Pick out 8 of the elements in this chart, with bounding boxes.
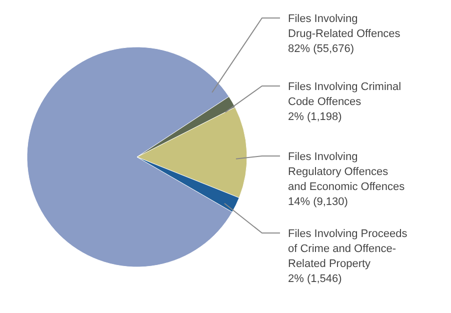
slice-label: Files Involving Drug-Related Offences [288, 13, 401, 40]
slice-label: Files Involving Proceeds of Crime and Offence- Related Property [288, 228, 408, 270]
slice-label: Files Involving Criminal Code Offences [288, 81, 402, 108]
data-label: 2% (1,198) [288, 111, 342, 123]
slice-label: Files Involving Regulatory Offences and Economic Offences [288, 151, 406, 193]
data-label: 2% (1,546) [288, 273, 342, 285]
data-label: 82% (55,676) [288, 43, 354, 55]
data-label: 14% (9,130) [288, 196, 348, 208]
